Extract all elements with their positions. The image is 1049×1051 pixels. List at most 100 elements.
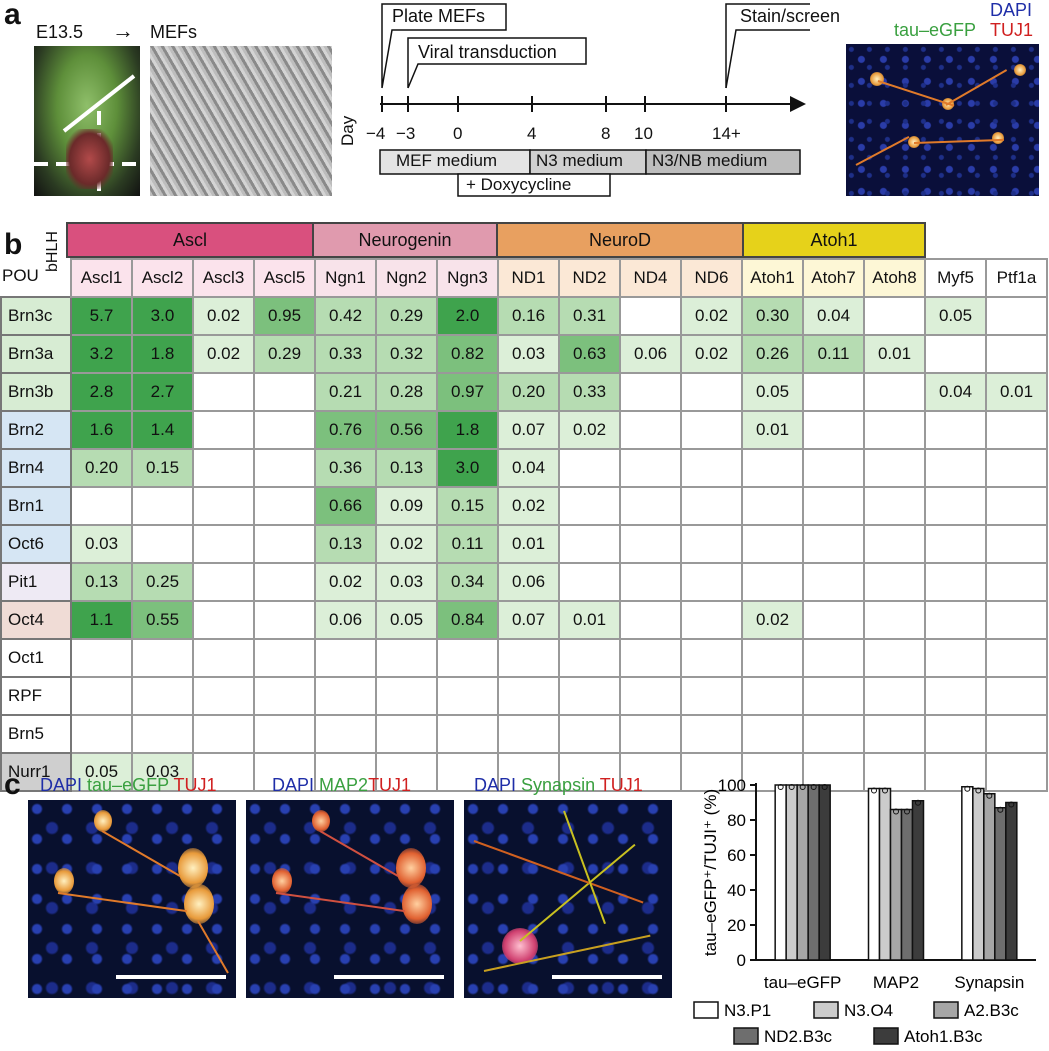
table-cell: 0.13 (314, 524, 377, 564)
table-cell (131, 638, 194, 678)
table-cell: 0.76 (314, 410, 377, 450)
table-cell: 0.05 (70, 752, 133, 792)
table-cell: 0.09 (375, 486, 438, 526)
table-cell: 0.55 (131, 600, 194, 640)
table-row: Oct4 1.1 0.55 0.06 0.05 0.84 0.07 0.01 0.02 (0, 600, 1048, 640)
table-cell: 0.04 (802, 296, 865, 336)
data-point (871, 787, 877, 794)
table-cell: 1.1 (70, 600, 133, 640)
bar (774, 784, 787, 961)
tick-label: 4 (527, 124, 537, 143)
marker-label: Synapsin (521, 775, 596, 795)
table-cell (802, 638, 865, 678)
table-row: Oct6 0.03 0.13 0.02 0.11 0.01 (0, 524, 1048, 564)
row-header: Pit1 (0, 562, 72, 602)
row-header: Brn3c (0, 296, 72, 336)
table-cell: 0.84 (436, 600, 499, 640)
data-point (777, 784, 784, 790)
table-cell: 0.11 (436, 524, 499, 564)
row-header: RPF (0, 676, 72, 716)
table-cell (436, 638, 499, 678)
img1-caption: DAPI tau–eGFP TUJ1 (40, 775, 216, 796)
data-point (799, 784, 806, 790)
table-cell (680, 676, 743, 716)
table-cell (680, 410, 743, 450)
table-cell (985, 714, 1048, 754)
table-cell (70, 638, 133, 678)
table-cell (375, 638, 438, 678)
table-cell: 0.02 (680, 296, 743, 336)
table-cell: 0.95 (253, 296, 316, 336)
table-cell (70, 676, 133, 716)
table-cell (497, 638, 560, 678)
table-cell (985, 448, 1048, 488)
table-cell: 0.13 (70, 562, 133, 602)
table-cell (924, 410, 987, 450)
table-cell (802, 562, 865, 602)
table-row: Oct1 (0, 638, 1048, 678)
x-tick-label: Synapsin (954, 973, 1024, 992)
table-cell (192, 676, 255, 716)
table-cell (802, 410, 865, 450)
table-cell (192, 372, 255, 412)
table-cell (802, 486, 865, 526)
table-cell: 0.02 (314, 562, 377, 602)
table-cell: 0.34 (436, 562, 499, 602)
table-cell (253, 486, 316, 526)
table-row: Pit1 0.13 0.25 0.02 0.03 0.34 0.06 (0, 562, 1048, 602)
table-cell (863, 448, 926, 488)
corner-pou-label: POU (2, 266, 39, 285)
dapi-label: DAPI (40, 775, 83, 795)
table-cell: 0.06 (497, 562, 560, 602)
table-cell (924, 600, 987, 640)
table-cell: 0.56 (375, 410, 438, 450)
stained-neurons-image (846, 44, 1039, 196)
table-cell (375, 714, 438, 754)
table-cell (985, 638, 1048, 678)
table-cell (985, 334, 1048, 374)
table-cell: 0.15 (131, 448, 194, 488)
column-header: ND6 (680, 258, 743, 298)
column-header: Ngn1 (314, 258, 377, 298)
data-point (915, 799, 921, 806)
table-cell (497, 752, 560, 792)
table-cell (192, 638, 255, 678)
legend-label: N3.O4 (844, 1001, 893, 1020)
mefs-image (150, 46, 332, 196)
table-cell (802, 372, 865, 412)
table-cell (375, 752, 438, 792)
column-header: Ngn2 (375, 258, 438, 298)
legend-swatch (693, 1001, 719, 1019)
table-cell (558, 638, 621, 678)
table-cell: 1.4 (131, 410, 194, 450)
table-cell (680, 448, 743, 488)
column-header: Ptf1a (985, 258, 1048, 298)
table-cell: 0.66 (314, 486, 377, 526)
table-cell (558, 714, 621, 754)
data-point (1008, 801, 1015, 808)
table-cell (619, 372, 682, 412)
row-header: Brn1 (0, 486, 72, 526)
table-cell: 0.01 (985, 372, 1048, 412)
y-tick-label: 60 (727, 846, 746, 865)
row-header: Brn4 (0, 448, 72, 488)
legend-label: N3.P1 (724, 1001, 771, 1020)
table-cell (741, 562, 804, 602)
column-header: Atoh1 (741, 258, 804, 298)
table-cell (558, 486, 621, 526)
img3-caption: DAPI Synapsin TUJ1 (474, 775, 643, 796)
table-cell: 0.11 (802, 334, 865, 374)
table-cell: 1.8 (436, 410, 499, 450)
table-cell (619, 600, 682, 640)
table-cell (131, 676, 194, 716)
table-cell (70, 486, 133, 526)
table-cell (985, 486, 1048, 526)
table-row: Brn3b 2.8 2.7 0.21 0.28 0.97 0.20 0.33 0.05 0.04 0… (0, 372, 1048, 412)
table-cell: 0.31 (558, 296, 621, 336)
table-cell (924, 486, 987, 526)
stain-tuj1-label: TUJ1 (990, 20, 1034, 40)
table-cell: 3.0 (131, 296, 194, 336)
table-cell (863, 714, 926, 754)
data-point (893, 808, 899, 815)
tuj1-label: TUJ1 (599, 775, 643, 795)
